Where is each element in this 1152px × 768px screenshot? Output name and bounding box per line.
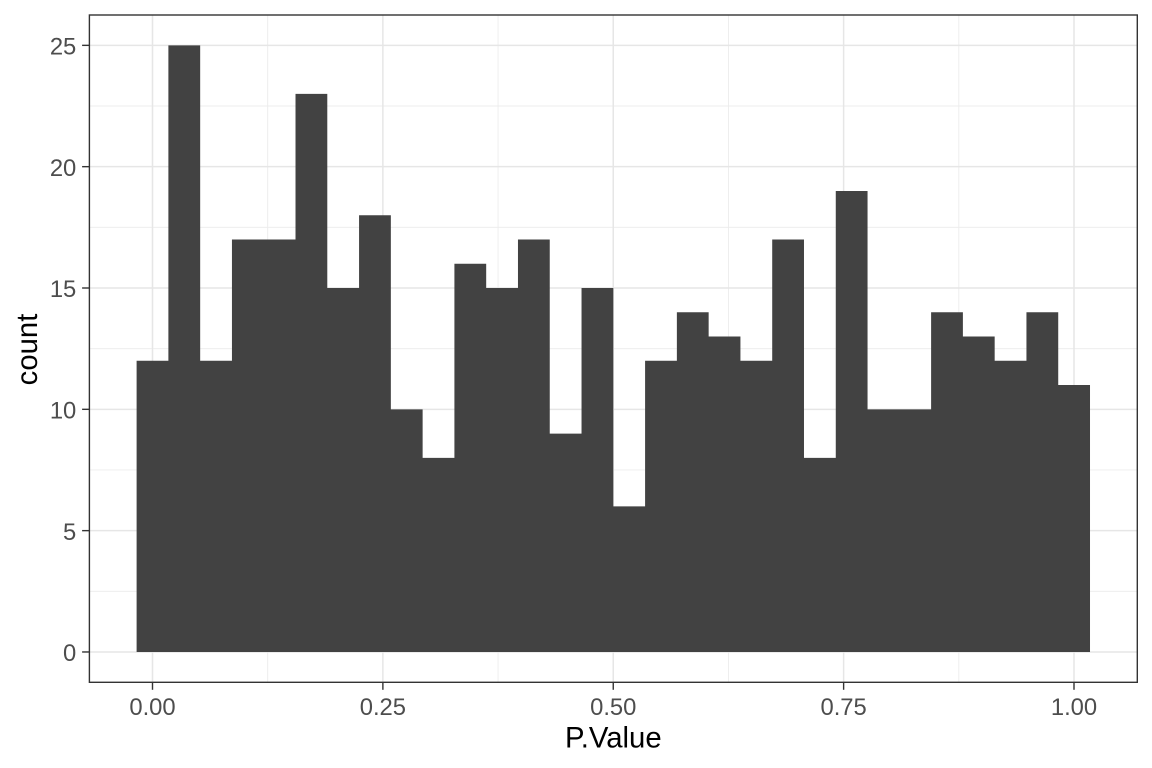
svg-text:20: 20 — [50, 155, 76, 182]
svg-text:P.Value: P.Value — [565, 721, 662, 754]
svg-text:0.00: 0.00 — [129, 694, 175, 721]
svg-text:15: 15 — [50, 276, 76, 303]
svg-text:1.00: 1.00 — [1051, 694, 1097, 721]
svg-text:0.75: 0.75 — [820, 694, 866, 721]
svg-text:0.25: 0.25 — [360, 694, 406, 721]
svg-text:0: 0 — [63, 640, 76, 667]
svg-text:25: 25 — [50, 34, 76, 61]
svg-text:count: count — [11, 314, 44, 386]
svg-text:0.50: 0.50 — [590, 694, 636, 721]
svg-text:5: 5 — [63, 519, 76, 546]
svg-text:10: 10 — [50, 398, 76, 425]
